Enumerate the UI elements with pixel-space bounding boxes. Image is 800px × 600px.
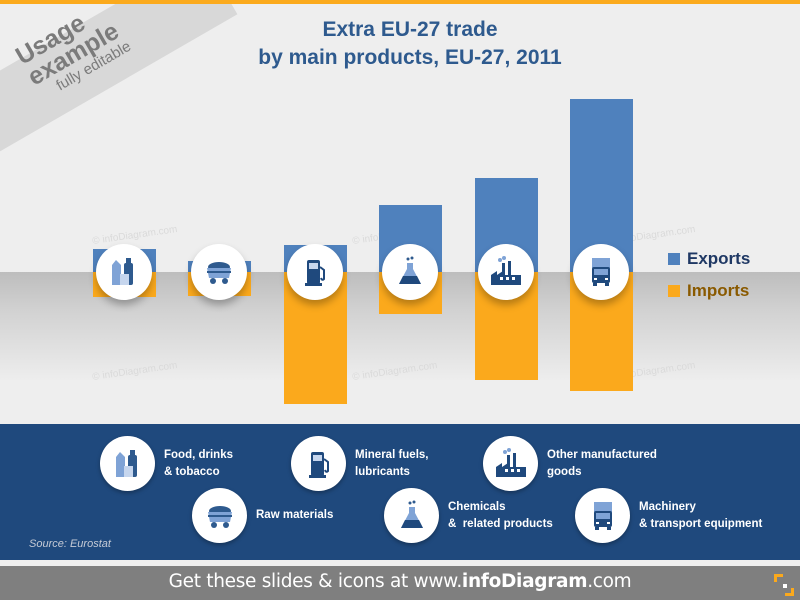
fuel-pump-icon (291, 436, 346, 491)
truck-icon (575, 488, 630, 543)
factory-icon (483, 436, 538, 491)
fuel-pump-icon (287, 244, 343, 300)
source-note: Source: Eurostat (29, 538, 111, 550)
panel-label-fuels: Mineral fuels, lubricants (355, 448, 429, 478)
coal-cart-icon (192, 488, 247, 543)
panel-label-raw: Raw materials (256, 509, 334, 521)
truck-icon (573, 244, 629, 300)
panel-item-fuels: Mineral fuels, lubricants (291, 436, 429, 491)
panel-item-food: Food, drinks & tobacco (100, 436, 233, 491)
panel-label-food: Food, drinks & tobacco (164, 448, 233, 478)
legend-label-imports: Imports (687, 281, 750, 300)
footer-bar: Get these slides & icons at www.infoDiag… (0, 566, 800, 600)
footer-brand[interactable]: infoDiagram (461, 571, 588, 592)
panel-item-other: Other manufactured goods (483, 436, 657, 491)
legend-label-exports: Exports (687, 249, 751, 268)
chart-title: Extra EU-27 trade by main products, EU-2… (200, 16, 620, 72)
infodiagram-logo-icon (774, 574, 794, 596)
category-legend-panel: Food, drinks & tobacco Raw materials Min… (0, 424, 800, 560)
coal-cart-icon (191, 244, 247, 300)
title-line1: Extra EU-27 trade (322, 18, 498, 41)
bar-exports (570, 99, 633, 272)
legend-swatch-imports (668, 285, 680, 297)
legend-swatch-exports (668, 253, 680, 265)
title-line2: by main products, EU-27, 2011 (258, 46, 562, 69)
watermark: © infoDiagram.com (91, 224, 179, 247)
panel-label-machinery: Machinery & transport equipment (639, 500, 763, 530)
food-drinks-icon (100, 436, 155, 491)
flask-icon (384, 488, 439, 543)
panel-item-machinery: Machinery & transport equipment (575, 488, 762, 543)
factory-icon (478, 244, 534, 300)
legend-imports: Imports (668, 281, 749, 301)
panel-label-chemicals: Chemicals & related products (448, 500, 553, 530)
panel-item-raw: Raw materials (192, 488, 333, 543)
flask-icon (382, 244, 438, 300)
footer-text: Get these slides & icons at www.infoDiag… (168, 571, 632, 592)
chart-stage: Usage example fully editable Extra EU-27… (0, 4, 800, 424)
top-accent-bar (0, 0, 800, 4)
footer-gap (0, 560, 800, 566)
legend-exports: Exports (668, 249, 750, 269)
panel-item-chemicals: Chemicals & related products (384, 488, 553, 543)
panel-label-other: Other manufactured goods (547, 448, 657, 478)
food-drinks-icon (96, 244, 152, 300)
